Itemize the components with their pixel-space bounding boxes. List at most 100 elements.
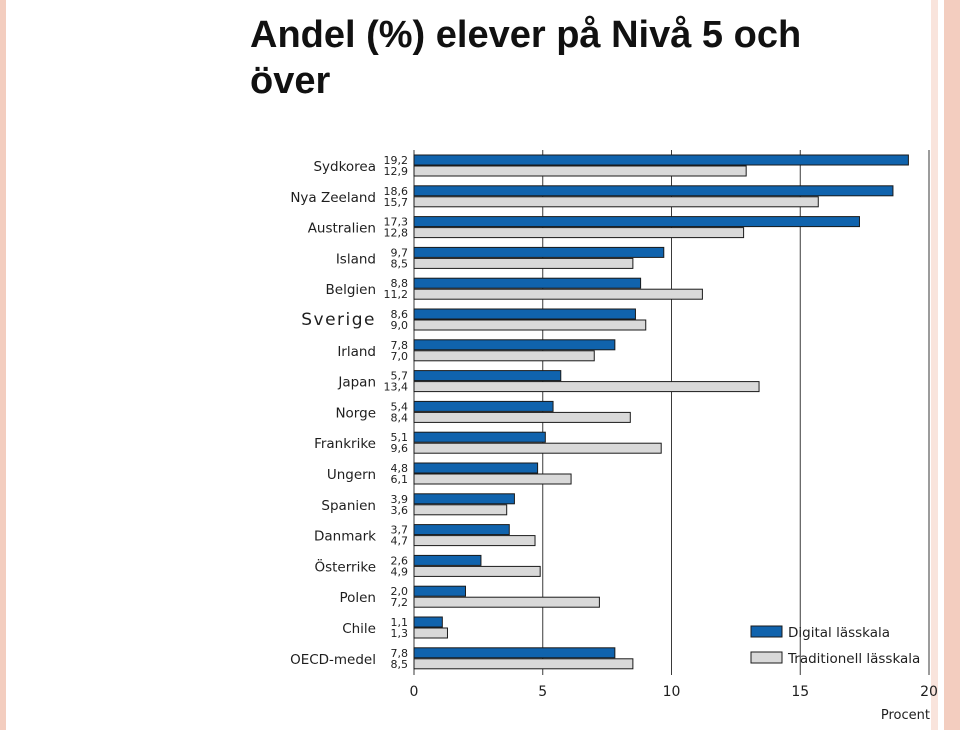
value-label-traditional-osterrike: 4,9 (391, 565, 409, 578)
category-label-japan: Japan (337, 375, 376, 391)
category-label-island: Island (336, 251, 376, 267)
value-label-digital-norge: 5,4 (391, 400, 409, 413)
value-label-traditional-sydkorea: 12,9 (384, 165, 409, 178)
value-label-traditional-australien: 12,8 (384, 227, 409, 240)
value-label-digital-sverige: 8,6 (391, 308, 409, 321)
x-axis: 0 5 10 15 20 Procent (410, 684, 938, 723)
value-label-traditional-norge: 8,4 (391, 411, 409, 424)
bar-traditional-irland (413, 350, 595, 362)
category-label-australien: Australien (308, 221, 376, 237)
value-label-digital-australien: 17,3 (384, 216, 409, 229)
labels: Sydkorea 19,212,9 Nya Zeeland 18,615,7 Austr… (290, 154, 408, 671)
bar-traditional-spanien (413, 504, 508, 516)
category-label-sverige: Sverige (301, 310, 376, 330)
value-label-digital-chile: 1,1 (391, 616, 409, 629)
x-tick-label-20: 20 (920, 684, 938, 700)
x-tick-label-0: 0 (410, 684, 419, 700)
value-label-digital-polen: 2,0 (391, 585, 409, 598)
category-label-nya-zeeland: Nya Zeeland (290, 190, 376, 206)
legend-label-traditional: Traditionell lässkala (787, 651, 920, 667)
value-label-digital-belgien: 8,8 (391, 277, 409, 290)
category-label-sydkorea: Sydkorea (313, 159, 376, 175)
bar-traditional-ungern (413, 473, 572, 485)
bar-digital-oecd-medel (413, 647, 616, 659)
bar-traditional-polen (413, 596, 600, 608)
slide-title: Andel (%) elever på Nivå 5 och över (250, 14, 802, 102)
bar-digital-polen (413, 585, 466, 597)
value-label-traditional-frankrike: 9,6 (391, 442, 409, 455)
value-label-digital-island: 9,7 (391, 246, 409, 259)
category-label-polen: Polen (339, 590, 376, 606)
value-label-digital-nya-zeeland: 18,6 (384, 185, 409, 198)
category-label-spanien: Spanien (321, 498, 376, 514)
bar-digital-sydkorea (413, 154, 909, 166)
value-label-traditional-spanien: 3,6 (391, 504, 409, 517)
category-label-chile: Chile (342, 621, 376, 637)
legend-swatch-digital (750, 625, 783, 638)
bar-digital-island (413, 246, 665, 258)
bar-traditional-nya-zeeland (413, 196, 819, 208)
category-label-danmark: Danmark (314, 529, 376, 545)
chart-background (300, 148, 928, 730)
value-label-digital-oecd-medel: 7,8 (391, 647, 409, 660)
category-label-oecd-medel: OECD-medel (290, 652, 376, 668)
bar-digital-danmark (413, 524, 510, 536)
value-label-digital-ungern: 4,8 (391, 462, 409, 475)
bar-traditional-danmark (413, 535, 536, 547)
value-label-traditional-nya-zeeland: 15,7 (384, 196, 409, 209)
bar-digital-belgien (413, 277, 642, 289)
bar-traditional-oecd-medel (413, 658, 634, 670)
category-label-frankrike: Frankrike (314, 436, 376, 452)
bar-traditional-island (413, 257, 634, 269)
bar-digital-sverige (413, 308, 636, 320)
bar-traditional-osterrike (413, 565, 541, 577)
value-label-traditional-irland: 7,0 (391, 350, 409, 363)
x-tick-label-5: 5 (538, 684, 547, 700)
value-label-digital-osterrike: 2,6 (391, 554, 409, 567)
category-label-osterrike: Österrike (314, 557, 376, 575)
x-axis-title: Procent (881, 708, 930, 723)
value-label-digital-irland: 7,8 (391, 339, 409, 352)
value-label-digital-frankrike: 5,1 (391, 431, 409, 444)
category-label-belgien: Belgien (326, 282, 377, 298)
bar-traditional-sverige (413, 319, 647, 331)
bar-traditional-australien (413, 227, 745, 239)
bar-digital-norge (413, 400, 554, 412)
value-label-traditional-sverige: 9,0 (391, 319, 409, 332)
legend-swatch-traditional (750, 651, 783, 664)
value-label-traditional-chile: 1,3 (391, 627, 409, 640)
x-tick-label-15: 15 (791, 684, 809, 700)
legend: Digital lässkala Traditionell lässkala (750, 625, 920, 667)
value-label-traditional-oecd-medel: 8,5 (391, 658, 409, 671)
value-label-traditional-ungern: 6,1 (391, 473, 409, 486)
bar-digital-nya-zeeland (413, 185, 894, 197)
value-label-digital-sydkorea: 19,2 (384, 154, 409, 167)
category-label-ungern: Ungern (327, 467, 376, 483)
bar-digital-japan (413, 370, 562, 382)
bar-digital-frankrike (413, 431, 546, 443)
category-label-irland: Irland (337, 344, 376, 360)
value-label-digital-danmark: 3,7 (391, 524, 409, 537)
decorative-stripe-right (931, 0, 938, 730)
bar-traditional-norge (413, 411, 631, 423)
category-label-norge: Norge (335, 405, 376, 421)
value-label-digital-spanien: 3,9 (391, 493, 409, 506)
bar-traditional-chile (413, 627, 448, 639)
value-label-traditional-island: 8,5 (391, 257, 409, 270)
value-label-traditional-japan: 13,4 (384, 381, 409, 394)
bar-traditional-japan (413, 381, 760, 393)
bar-digital-spanien (413, 493, 515, 505)
decorative-stripe-left (0, 0, 6, 730)
x-tick-label-10: 10 (663, 684, 681, 700)
bar-digital-ungern (413, 462, 539, 474)
legend-label-digital: Digital lässkala (788, 625, 890, 641)
bar-digital-irland (413, 339, 616, 351)
value-label-traditional-danmark: 4,7 (391, 535, 409, 548)
bar-traditional-frankrike (413, 442, 662, 454)
value-label-traditional-belgien: 11,2 (384, 288, 409, 301)
value-label-traditional-polen: 7,2 (391, 596, 409, 609)
bar-digital-osterrike (413, 554, 482, 566)
bar-digital-chile (413, 616, 443, 628)
bar-traditional-sydkorea (413, 165, 747, 177)
